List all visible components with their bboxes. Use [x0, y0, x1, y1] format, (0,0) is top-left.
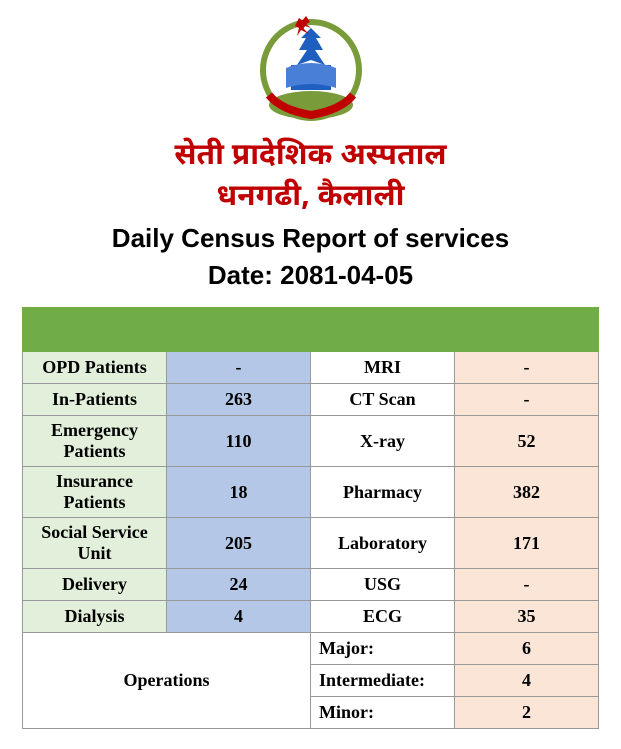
right-label: CT Scan	[311, 384, 455, 416]
right-value: -	[455, 352, 599, 384]
left-label: Dialysis	[23, 601, 167, 633]
report-date: Date: 2081-04-05	[22, 258, 599, 293]
table-row: Delivery 24 USG -	[23, 569, 599, 601]
left-value: 18	[167, 467, 311, 518]
table-row: Dialysis 4 ECG 35	[23, 601, 599, 633]
left-value: 205	[167, 518, 311, 569]
operations-value: 4	[455, 665, 599, 697]
right-value: 52	[455, 416, 599, 467]
table-row: Emergency Patients 110 X-ray 52	[23, 416, 599, 467]
left-value: 263	[167, 384, 311, 416]
left-label: In-Patients	[23, 384, 167, 416]
right-value: 35	[455, 601, 599, 633]
left-value: 24	[167, 569, 311, 601]
right-label: ECG	[311, 601, 455, 633]
left-value: 4	[167, 601, 311, 633]
census-table: OPD Patients - MRI - In-Patients 263 CT …	[22, 307, 599, 729]
table-row: Insurance Patients 18 Pharmacy 382	[23, 467, 599, 518]
nepal-emblem-icon	[251, 10, 371, 130]
right-value: 382	[455, 467, 599, 518]
right-label: X-ray	[311, 416, 455, 467]
left-label: Emergency Patients	[23, 416, 167, 467]
table-row: In-Patients 263 CT Scan -	[23, 384, 599, 416]
right-value: -	[455, 384, 599, 416]
left-label: Insurance Patients	[23, 467, 167, 518]
hospital-name-line2: धनगढी, कैलाली	[22, 179, 599, 220]
hospital-name-line1: सेती प्रादेशिक अस्पताल	[22, 138, 599, 179]
right-label: MRI	[311, 352, 455, 384]
left-label: Delivery	[23, 569, 167, 601]
left-value: 110	[167, 416, 311, 467]
table-row: OPD Patients - MRI -	[23, 352, 599, 384]
table-header-row	[23, 308, 599, 352]
right-value: -	[455, 569, 599, 601]
right-label: Laboratory	[311, 518, 455, 569]
report-title: Daily Census Report of services	[22, 221, 599, 256]
left-value: -	[167, 352, 311, 384]
operations-value: 2	[455, 697, 599, 729]
right-label: USG	[311, 569, 455, 601]
operations-label: Operations	[23, 633, 311, 729]
left-label: OPD Patients	[23, 352, 167, 384]
census-report: सेती प्रादेशिक अस्पताल धनगढी, कैलाली Dai…	[0, 0, 621, 749]
operations-sub-label: Minor:	[311, 697, 455, 729]
left-label: Social Service Unit	[23, 518, 167, 569]
right-label: Pharmacy	[311, 467, 455, 518]
right-value: 171	[455, 518, 599, 569]
operations-sub-label: Intermediate:	[311, 665, 455, 697]
table-row: Social Service Unit 205 Laboratory 171	[23, 518, 599, 569]
